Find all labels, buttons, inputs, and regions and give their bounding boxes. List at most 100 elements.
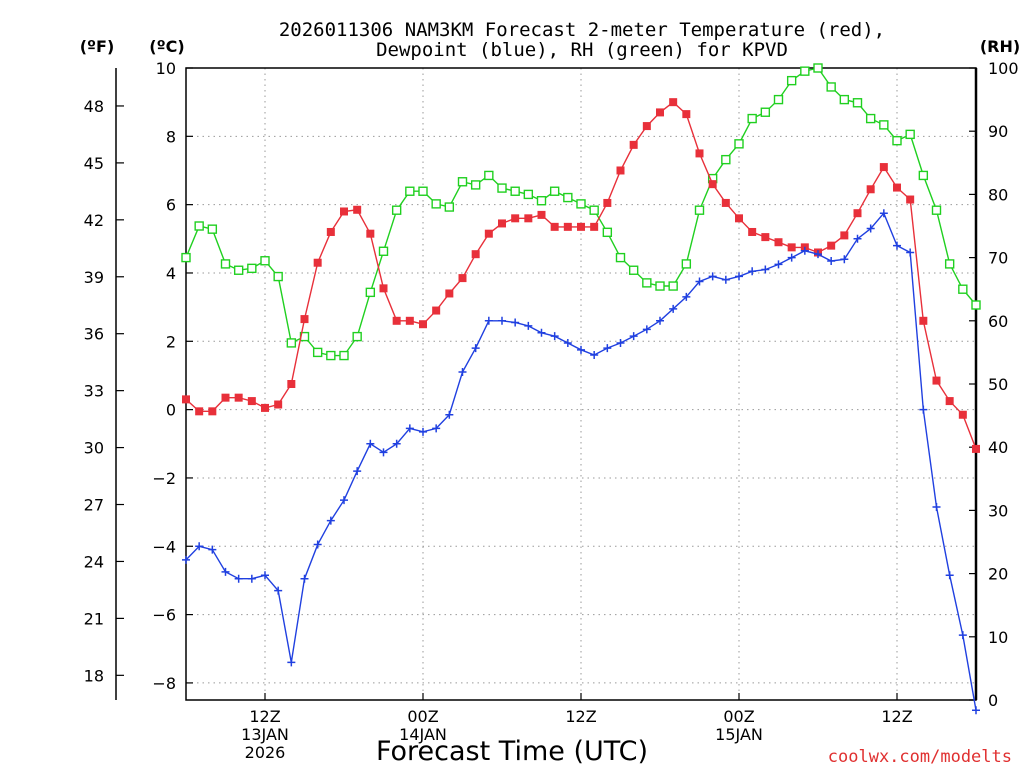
temperature-point [353,205,362,214]
rh-point [615,252,626,263]
dewpoint-point [787,253,796,262]
temperature-point [261,403,269,412]
dewpoint-point [879,209,888,218]
dewpoint-point [958,631,967,640]
rh-point [813,63,823,73]
rh-point [800,66,810,76]
temperature-point [247,397,256,406]
temperature-point [603,198,612,207]
celsius-tick-label: −6 [152,606,176,625]
dewpoint-point [300,574,309,583]
temperature-point [669,98,678,107]
rh-point [352,331,362,342]
dewpoint-point [774,260,783,269]
rh-tick-label: 20 [988,565,1008,584]
celsius-tick-label: −2 [152,469,176,488]
temperature-point [932,376,941,385]
dewpoint-point [353,467,362,476]
rh-tick-label: 60 [988,312,1008,331]
dewpoint-point [866,224,875,233]
rh-tick-label: 10 [988,628,1008,647]
rh-point [470,180,481,190]
temperature-point [774,238,783,247]
dewpoint-point [537,328,546,337]
temperature-point [432,306,441,315]
dewpoint-point [972,706,980,715]
dewpoint-point [629,332,638,341]
credit-link[interactable]: coolwx.com/modelts [828,747,1012,767]
rh-point [576,199,586,209]
time-tick-label: 00Z [723,707,754,726]
rh-tick-label: 30 [988,501,1008,520]
celsius-tick-label: 6 [166,196,176,215]
dewpoint-point [906,248,915,257]
dewpoint-point [695,277,704,286]
rh-point [312,347,323,358]
temperature-point [958,410,967,419]
temperature-point [590,222,599,231]
temperature-point [827,241,836,250]
rh-point [971,300,981,310]
rh-tick-label: 100 [988,59,1019,78]
temperature-point [866,185,875,194]
dewpoint-point [682,292,691,301]
dewpoint-point [814,250,822,259]
dewpoint-point [313,540,322,549]
fahrenheit-tick-label: 21 [84,609,104,628]
dewpoint-point [484,316,493,325]
dewpoint-point [208,545,217,554]
temperature-point [287,380,296,388]
rh-point [958,284,968,294]
temperature-point [524,214,533,223]
dewpoint-point [340,496,348,505]
dewpoint-point [563,339,572,348]
chart-title-line1: 2026011306 NAM3KM Forecast 2-meter Tempe… [279,19,885,41]
rh-point [734,139,744,149]
celsius-tick-label: 8 [166,127,176,146]
rh-point [721,154,731,165]
dewpoint-point [379,448,388,457]
rh-point [523,189,534,200]
dewpoint-point [708,272,717,281]
rh-point [839,94,850,105]
rh-point [233,265,244,275]
temperature-point [274,400,283,409]
dewpoint-point [827,257,836,266]
temperature-point [300,315,309,324]
dewpoint-point [511,318,520,327]
rh-point [931,205,942,215]
time-tick-date: 14JAN [399,725,447,744]
dewpoint-point [748,267,757,276]
rh-point [431,199,441,209]
fahrenheit-axis: 48 45 42 39 36 33 30 27 24 21 18 [84,97,124,685]
time-tick-date: 13JAN [241,725,289,744]
dewpoint-point [721,275,730,284]
rh-point [365,287,376,298]
rh-point [628,265,639,275]
rh-tick-label: 70 [988,249,1008,268]
rh-point [892,135,902,146]
fahrenheit-tick-label: 36 [84,325,104,344]
fahrenheit-tick-label: 45 [84,154,104,173]
time-tick-label: 12Z [249,707,280,726]
temperature-point [577,222,585,231]
rh-point [760,107,771,117]
temperature-point [221,393,230,402]
temperature-point [840,231,849,240]
dewpoint-point [735,272,743,281]
dewpoint-point [392,439,401,448]
rh-point [563,192,573,203]
dewpoint-point [195,542,204,551]
temperature-point [379,284,388,293]
rh-point [273,271,283,282]
rh-point [378,246,389,256]
dewpoint-point [853,234,862,243]
dewpoint-point [366,439,375,448]
dewpoint-point [234,574,243,583]
fahrenheit-tick-label: 30 [84,439,104,458]
temperature-point [326,227,335,236]
temperature-point [313,258,322,267]
dewpoint-point [893,241,901,250]
x-axis-label: Forecast Time (UTC) [376,736,648,767]
